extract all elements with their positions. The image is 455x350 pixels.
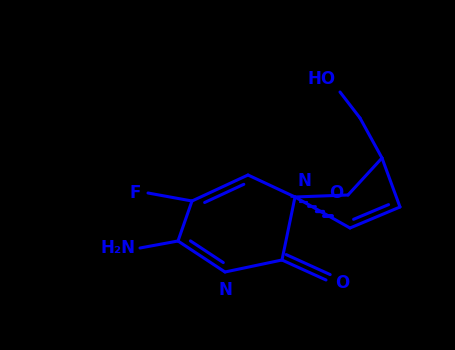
Text: H₂N: H₂N: [101, 239, 136, 257]
Text: O: O: [329, 184, 344, 202]
Text: N: N: [218, 281, 232, 299]
Text: HO: HO: [307, 70, 335, 89]
Text: O: O: [335, 274, 349, 293]
Text: N: N: [297, 172, 311, 190]
Text: F: F: [130, 184, 141, 202]
